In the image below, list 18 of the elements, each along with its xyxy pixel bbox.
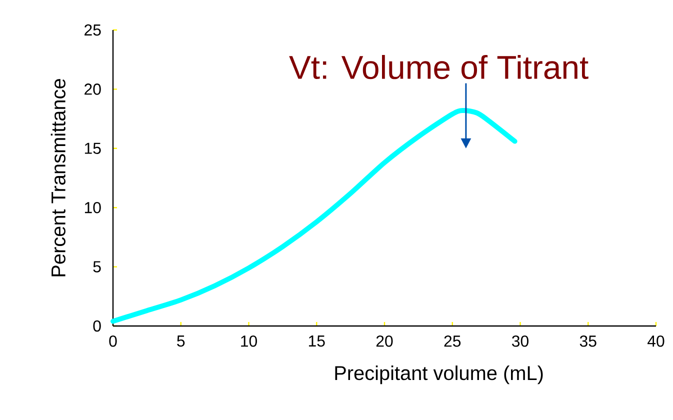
x-tick-label: 40 xyxy=(647,336,664,347)
x-tick-label: 35 xyxy=(580,336,596,347)
y-tick-label: 20 xyxy=(84,84,101,95)
x-tick-label: 10 xyxy=(241,336,257,347)
x-tick-label: 0 xyxy=(109,336,117,347)
y-tick-label: 5 xyxy=(93,261,101,272)
y-tick-label: 15 xyxy=(84,142,101,154)
x-axis-title: Precipitant volume (mL) xyxy=(335,366,543,384)
x-tick-label: 30 xyxy=(512,336,528,347)
y-tick-label: 10 xyxy=(84,202,101,214)
x-tick-label: 15 xyxy=(308,336,325,347)
y-tick-label: 0 xyxy=(93,320,101,332)
y-tick-label: 25 xyxy=(84,24,101,36)
x-tick-label: 5 xyxy=(177,336,185,347)
x-tick-label: 20 xyxy=(376,336,393,347)
x-tick-label: 25 xyxy=(444,336,461,347)
y-axis-title: Percent Transmittance xyxy=(50,79,66,276)
annotation: Vt: Volume of Titrant xyxy=(289,54,588,80)
